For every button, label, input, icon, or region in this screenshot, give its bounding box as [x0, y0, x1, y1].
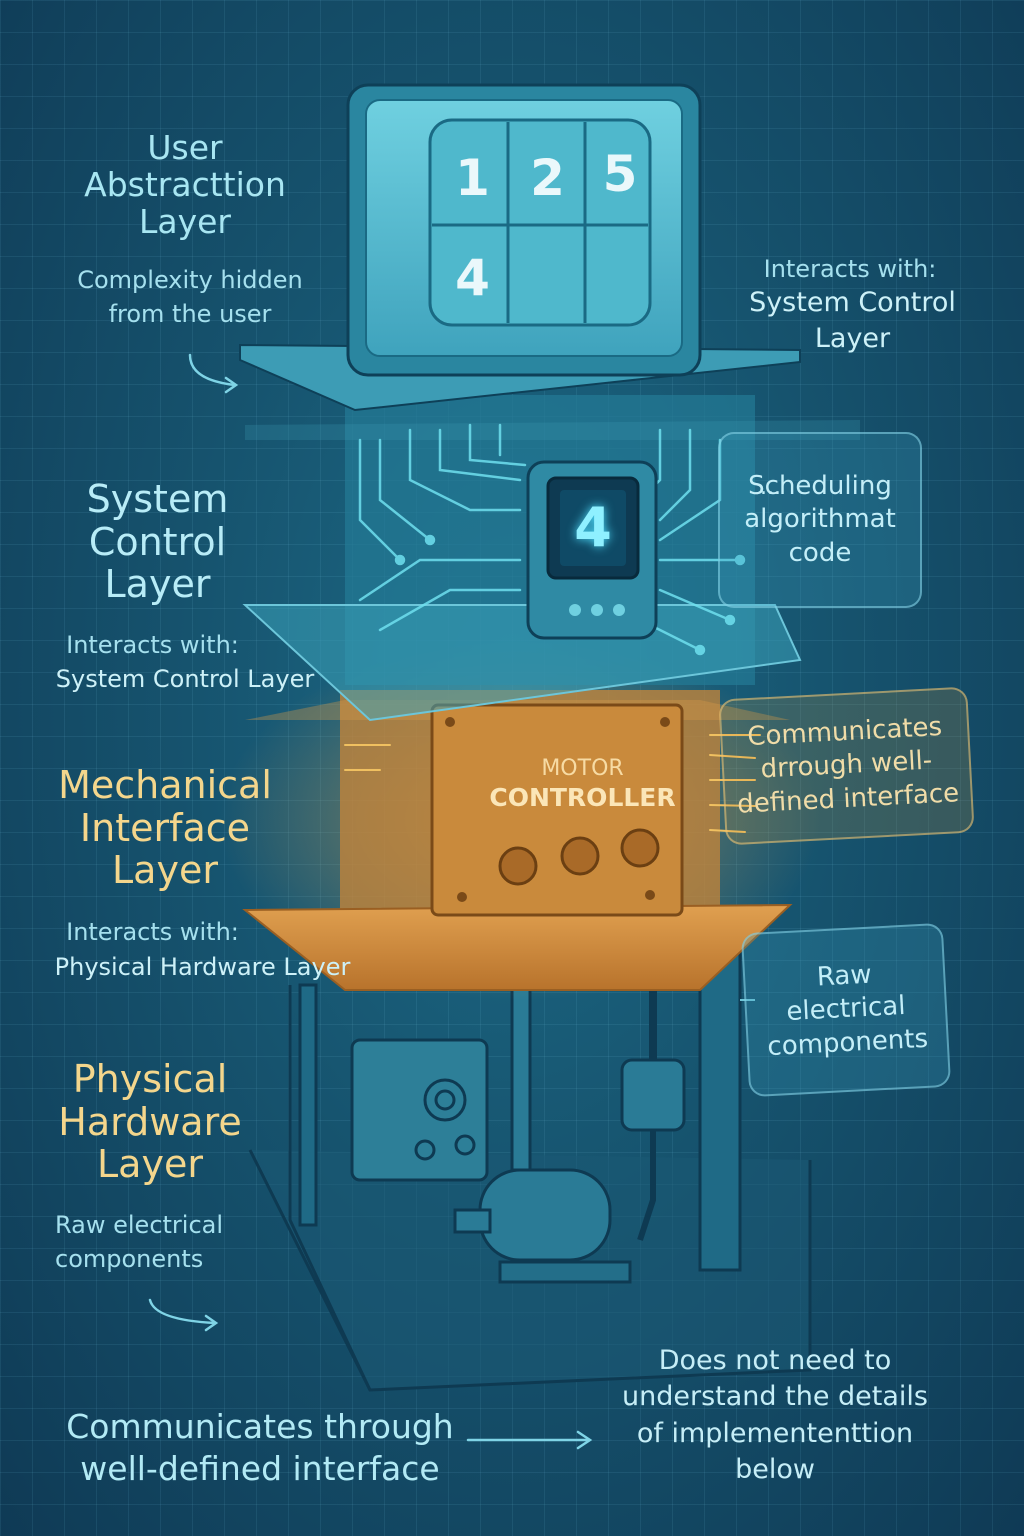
physical-layer-description: Raw electrical components: [55, 1211, 224, 1273]
hardware-motor: [453, 1168, 632, 1284]
arrows: [148, 353, 593, 1450]
system-control-block: [242, 395, 860, 722]
motor-controller-box: [430, 703, 684, 917]
mechanical-layer-interacts-target: Physical Hardware Layer: [54, 953, 351, 981]
mechanical-layer-interacts-label: Interacts with:: [66, 918, 239, 946]
user-layer-interacts-label: Interacts with:: [763, 255, 937, 283]
system-layer-interacts-label: Interacts with:: [66, 631, 239, 659]
motor-controller-label-line2: CONTROLLER: [489, 783, 676, 812]
control-device: [526, 460, 658, 640]
system-layer-title: System Control Layer: [86, 477, 229, 607]
control-display-value: 4: [574, 496, 612, 559]
user-layer-interacts-target: System Control Layer: [749, 287, 956, 354]
keypad-key-5: 5: [602, 145, 638, 203]
physical-layer-title: Physical Hardware Layer: [58, 1057, 242, 1187]
keypad-key-1: 1: [455, 149, 490, 207]
keypad-key-4: 4: [455, 249, 490, 307]
user-layer-description: Complexity hidden from the user: [77, 266, 303, 328]
footer-left-text: Communicates through well-defined interf…: [66, 1407, 454, 1489]
user-screen: [346, 83, 702, 377]
motor-controller-label-line1: MOTOR: [541, 756, 624, 781]
hardware-junction-box: [350, 1038, 489, 1182]
user-layer-title: User Abstracttion Layer: [84, 128, 286, 241]
keypad-key-2: 2: [530, 149, 565, 207]
system-layer-interacts-target: System Control Layer: [55, 665, 315, 693]
mechanical-connectors: [344, 734, 761, 833]
footer-right-text: Does not need to understand the details …: [622, 1345, 928, 1486]
mechanical-layer-title: Mechanical Interface Layer: [58, 763, 272, 893]
scheduling-callout: ... Scheduling algorithmat code: [718, 432, 922, 608]
callout-dots: ...: [760, 475, 781, 500]
interface-callout: Communicates drrough well- defined inter…: [718, 686, 975, 846]
physical-hardware-frame: [248, 938, 812, 1392]
raw-components-callout: Raw electrical components: [740, 922, 952, 1098]
